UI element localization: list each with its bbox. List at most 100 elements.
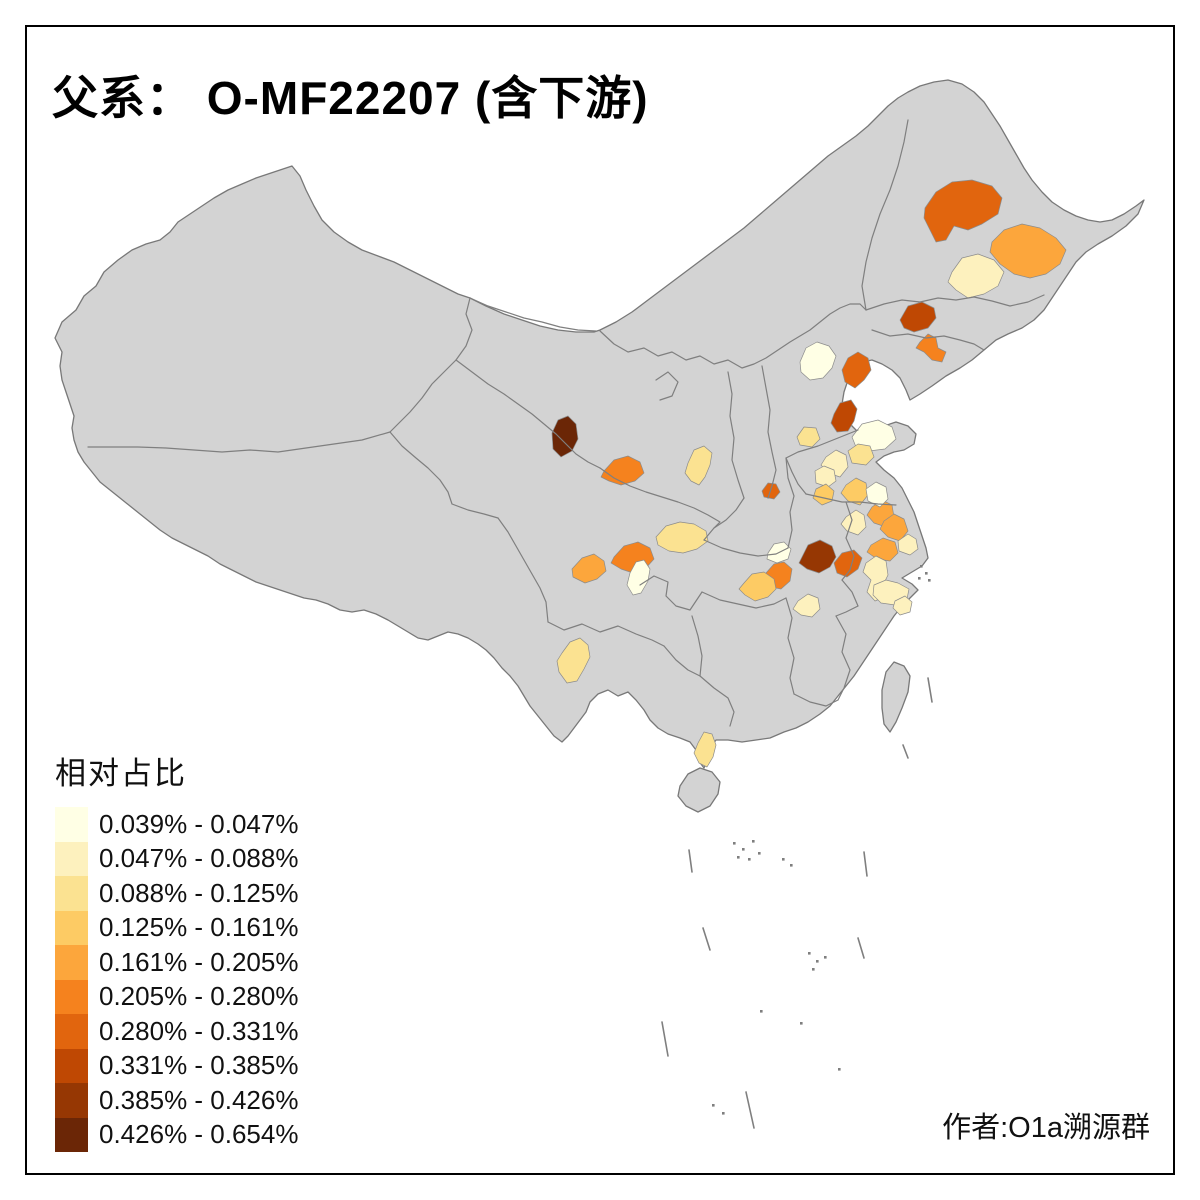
- legend-rows: 0.039% - 0.047% 0.047% - 0.088% 0.088% -…: [55, 807, 298, 1152]
- province-border: [785, 597, 795, 695]
- legend-swatch: [55, 1117, 88, 1152]
- islet-dot: [733, 842, 736, 845]
- legend-swatch: [55, 1083, 88, 1118]
- province-border: [785, 429, 859, 495]
- legend-row: 0.385% - 0.426%: [55, 1083, 298, 1118]
- islet-dot: [808, 952, 811, 955]
- province-border: [599, 303, 867, 369]
- islet-dot: [925, 572, 928, 575]
- map-region-huanggang: [738, 571, 777, 602]
- map-region-harbin: [947, 253, 1005, 299]
- map-region-yancheng: [879, 513, 909, 542]
- map-region-heze-south: [812, 483, 835, 506]
- legend-swatch: [55, 979, 88, 1014]
- province-border: [639, 575, 703, 611]
- colored-prefectures-layer: [551, 179, 1067, 768]
- legend-row: 0.426% - 0.654%: [55, 1117, 299, 1152]
- legend-row: 0.331% - 0.385%: [55, 1048, 299, 1083]
- province-border: [841, 501, 855, 581]
- legend-swatch: [55, 807, 88, 842]
- legend-swatch: [55, 910, 88, 945]
- legend-row: 0.047% - 0.088%: [55, 841, 298, 876]
- province-border: [761, 365, 777, 499]
- legend-row: 0.205% - 0.280%: [55, 979, 299, 1014]
- province-border: [841, 579, 859, 607]
- legend-row: 0.280% - 0.331%: [55, 1014, 298, 1049]
- province-border: [703, 497, 745, 541]
- province-borders-layer: [87, 119, 1045, 727]
- legend-row: 0.088% - 0.125%: [55, 876, 298, 911]
- islet-dot: [800, 1022, 803, 1025]
- map-region-qiqihar: [923, 179, 1003, 243]
- legend-label: 0.125% - 0.161%: [99, 912, 299, 943]
- legend-label: 0.280% - 0.331%: [99, 1015, 299, 1046]
- map-region-hefei: [798, 539, 837, 574]
- map-region-wuhu-xuancheng: [833, 549, 863, 578]
- legend-label: 0.426% - 0.654%: [99, 1119, 299, 1150]
- islet-dot: [758, 852, 761, 855]
- islet-dot: [748, 858, 751, 861]
- legend-swatch: [55, 1014, 88, 1049]
- author-credit: 作者:O1a溯源群: [942, 1112, 1150, 1144]
- legend-row: 0.161% - 0.205%: [55, 945, 298, 980]
- province-border: [835, 605, 859, 617]
- map-region-chengdu-west: [571, 553, 607, 584]
- province-border: [691, 615, 735, 727]
- legend-row: 0.125% - 0.161%: [55, 910, 299, 945]
- province-border: [861, 119, 909, 311]
- province-border: [455, 359, 601, 469]
- province-border: [497, 517, 549, 623]
- map-region-zhaotong: [556, 637, 591, 684]
- islet-dot: [712, 1104, 715, 1107]
- islet-dot: [782, 858, 785, 861]
- sea-dash-mark: [745, 1091, 755, 1129]
- province-border: [785, 457, 795, 549]
- province-border: [701, 591, 787, 609]
- sea-islands-layer: [661, 565, 933, 1129]
- islet-dot: [760, 1010, 763, 1013]
- legend: 相对占比 0.039% - 0.047% 0.047% - 0.088% 0.0…: [55, 748, 298, 1152]
- province-border: [871, 329, 985, 351]
- islet-dot: [928, 579, 931, 582]
- map-region-suihua-east: [989, 223, 1067, 279]
- islet-dot: [920, 565, 923, 568]
- sea-dash-mark: [702, 927, 711, 951]
- sea-dash-mark: [927, 677, 933, 703]
- map-region-jingdezhen: [792, 593, 821, 618]
- map-region-jining: [814, 465, 837, 488]
- legend-label: 0.088% - 0.125%: [99, 877, 299, 908]
- legend-label: 0.331% - 0.385%: [99, 1050, 299, 1081]
- islet-dot: [790, 864, 793, 867]
- province-border: [793, 693, 839, 707]
- legend-swatch: [55, 876, 88, 911]
- map-region-wuwei: [551, 415, 579, 458]
- islet-dot: [812, 968, 815, 971]
- map-region-nantong-coast: [897, 533, 919, 556]
- islet-dot: [722, 1112, 725, 1115]
- legend-label: 0.205% - 0.280%: [99, 981, 299, 1012]
- page-title: 父系： O-MF22207 (含下游): [52, 72, 649, 124]
- hainan-island: [677, 767, 721, 813]
- province-border: [663, 645, 701, 677]
- map-region-chengdu-city: [626, 559, 651, 596]
- islet-dot: [752, 840, 755, 843]
- legend-swatch: [55, 945, 88, 980]
- map-region-tangshan: [841, 351, 872, 389]
- map-region-ningbo-coast: [892, 595, 913, 616]
- map-region-beijing: [799, 341, 837, 381]
- map-region-nantong: [866, 537, 899, 562]
- map-region-liaoning-mid: [915, 333, 947, 363]
- islet-dot: [742, 848, 745, 851]
- map-region-linyi: [840, 477, 869, 506]
- province-border: [547, 621, 665, 647]
- map-region-huaian: [840, 509, 867, 536]
- map-region-cangzhou: [830, 399, 858, 433]
- province-border: [655, 371, 679, 401]
- islet-dot: [824, 956, 827, 959]
- sea-dash-mark: [688, 849, 693, 873]
- province-border: [469, 297, 597, 332]
- map-region-lanzhou: [600, 455, 645, 486]
- province-border: [727, 371, 745, 499]
- province-border: [389, 297, 473, 433]
